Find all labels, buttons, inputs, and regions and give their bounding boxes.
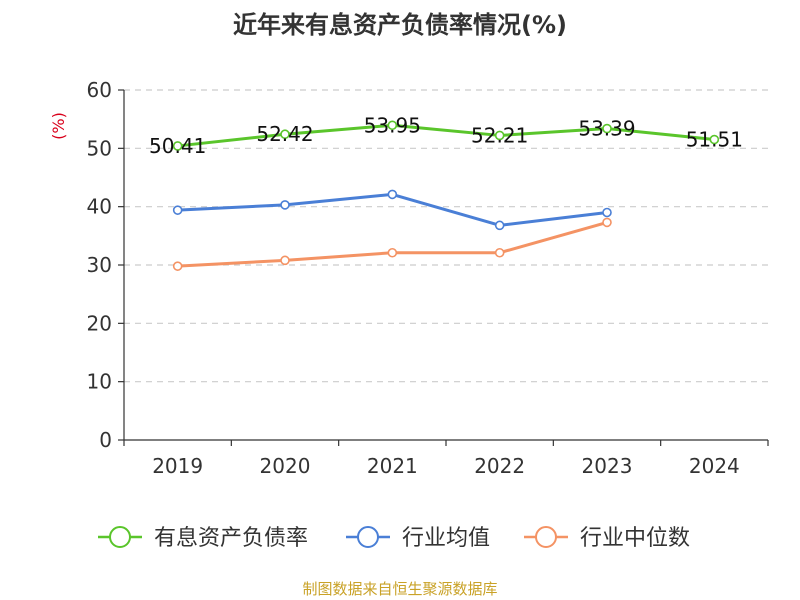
x-tick-label: 2024 (689, 454, 740, 478)
data-point (280, 200, 290, 210)
y-tick-label: 20 (87, 311, 112, 335)
data-point (387, 120, 398, 131)
data-point (280, 255, 290, 266)
data-point (280, 129, 290, 140)
series-line-0 (177, 123, 715, 148)
series-line-2 (177, 220, 608, 268)
data-point (494, 130, 505, 141)
data-point (172, 141, 183, 151)
source-note: 制图数据来自恒生聚源数据库 (302, 580, 497, 598)
data-point (172, 261, 183, 271)
y-tick-label: 60 (87, 78, 112, 102)
data-label: 50.41 (149, 134, 206, 158)
data-label: 52.42 (256, 122, 313, 146)
data-point (494, 220, 505, 231)
series-lines (172, 120, 720, 271)
legend-swatch-marker (535, 526, 557, 548)
data-point (387, 189, 398, 200)
axes: 0 10 20 30 40 50 60 2019 2020 2021 2022 2023 2024 (87, 78, 769, 478)
legend: 有息资产负债率 行业均值 行业中位数 (98, 526, 690, 551)
data-point (602, 207, 612, 218)
legend-label: 有息资产负债率 (154, 526, 308, 551)
chart-title: 近年来有息资产负债率情况(%) (233, 11, 567, 39)
y-tick-label: 50 (87, 136, 112, 160)
y-tick-label: 30 (87, 253, 112, 277)
x-tick-label: 2019 (152, 454, 203, 478)
data-label: 51.51 (686, 128, 743, 152)
data-point (494, 247, 505, 258)
grid-lines (124, 89, 768, 383)
x-tick-label: 2023 (582, 454, 633, 478)
x-tick-label: 2021 (367, 454, 418, 478)
legend-swatch-marker (357, 526, 379, 548)
data-label: 52.21 (471, 123, 528, 147)
y-tick-label: 40 (87, 195, 112, 219)
data-point (709, 134, 720, 145)
x-tick-label: 2020 (260, 454, 311, 478)
legend-label: 行业均值 (402, 526, 490, 551)
y-axis-unit-label: (%) (49, 112, 68, 140)
data-label: 53.95 (364, 113, 421, 137)
data-point (172, 205, 183, 215)
data-point (387, 247, 398, 258)
data-point (602, 217, 612, 228)
legend-swatch-marker (109, 526, 131, 548)
x-tick-label: 2022 (474, 454, 525, 478)
data-labels: 50.41 52.42 53.95 52.21 53.39 51.51 (149, 113, 743, 158)
data-label: 53.39 (578, 117, 635, 141)
data-point (602, 123, 612, 134)
y-tick-label: 10 (87, 370, 112, 394)
legend-label: 行业中位数 (580, 526, 690, 551)
y-tick-label: 0 (99, 428, 112, 452)
